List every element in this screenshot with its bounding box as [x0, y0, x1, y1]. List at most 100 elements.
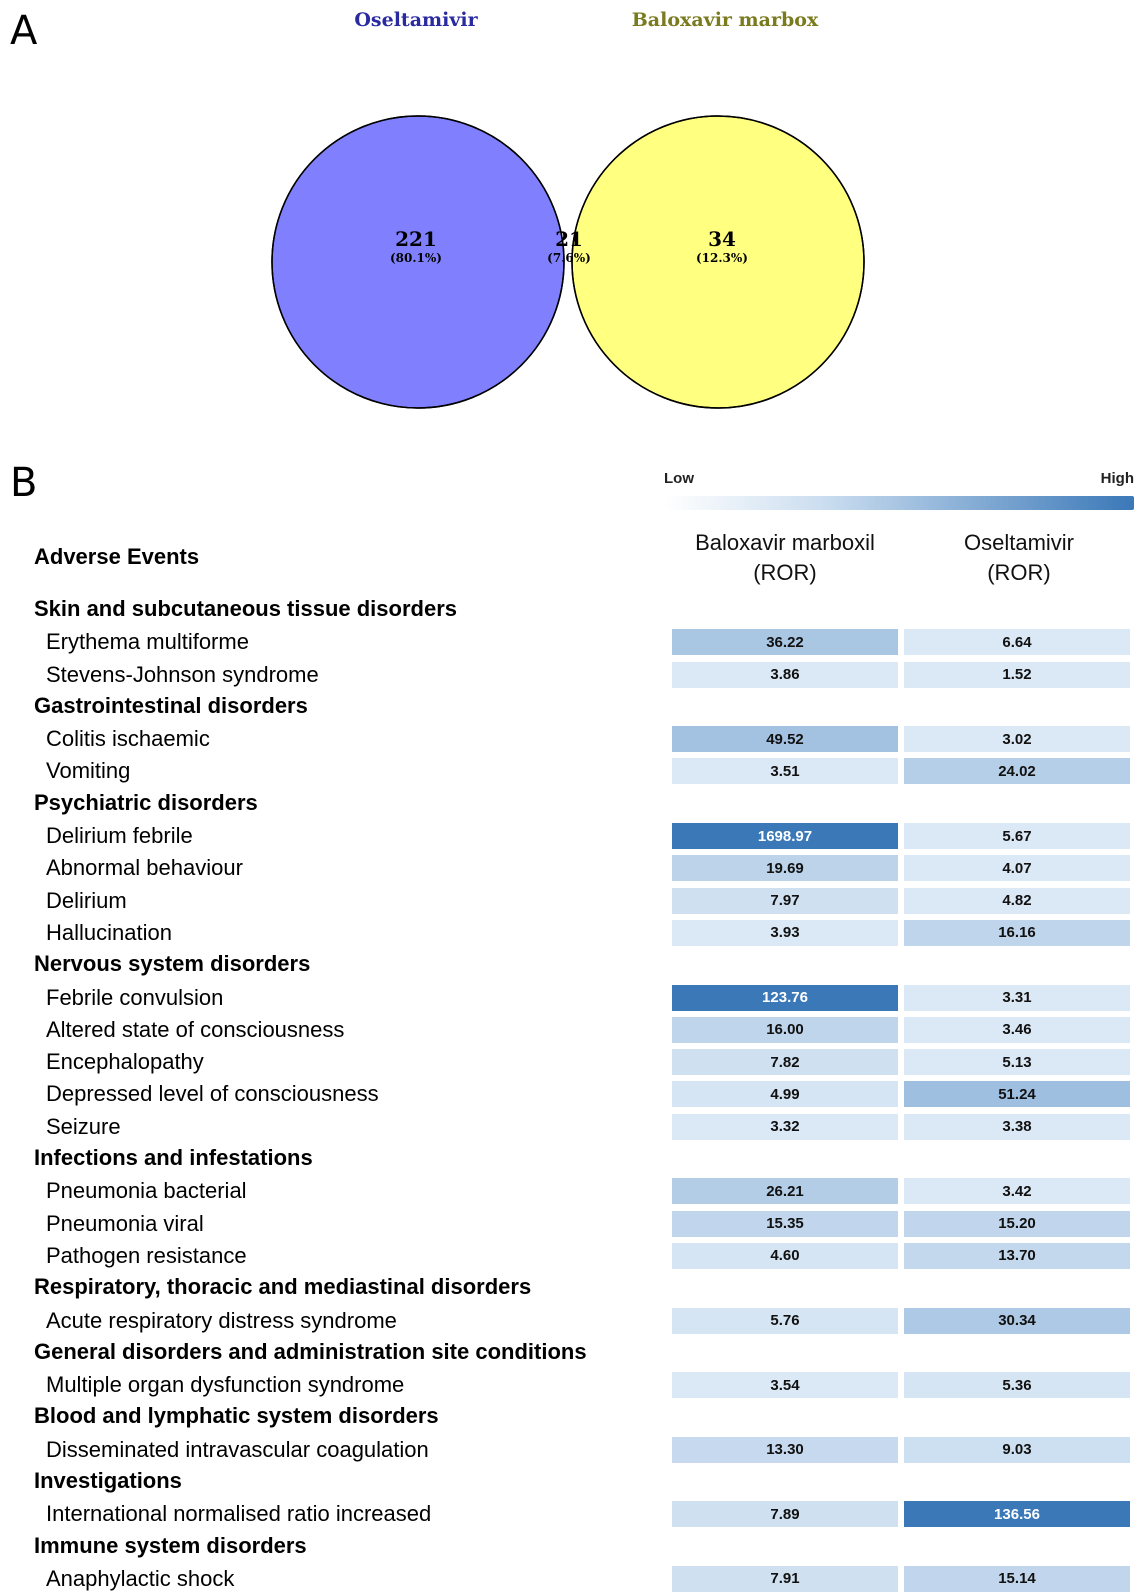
table-row: Delirium 7.97 4.82 — [0, 885, 1136, 917]
event-label: Hallucination — [46, 919, 172, 945]
event-label: Altered state of consciousness — [46, 1016, 345, 1042]
venn-right-outline — [571, 115, 865, 409]
ror-cell-baloxavir: 7.91 — [672, 1565, 898, 1592]
table-row: Erythema multiforme 36.22 6.64 — [0, 626, 1136, 658]
ror-cell-oseltamivir: 30.34 — [904, 1307, 1130, 1334]
column-header-baloxavir: Baloxavir marboxil (ROR) — [670, 528, 900, 588]
ror-cell-baloxavir: 36.22 — [672, 629, 898, 656]
table-row: Pathogen resistance 4.60 13.70 — [0, 1240, 1136, 1272]
venn-count-baloxavir: 34 — [708, 227, 736, 251]
table-row: International normalised ratio increased… — [0, 1498, 1136, 1530]
panel-a-letter: A — [10, 8, 38, 54]
event-label: Disseminated intravascular coagulation — [46, 1436, 429, 1462]
legend-high-label: High — [1100, 470, 1134, 487]
ror-cell-baloxavir: 1698.97 — [672, 823, 898, 850]
ror-cell-baloxavir: 49.52 — [672, 726, 898, 753]
table-row: Acute respiratory distress syndrome 5.76 3… — [0, 1305, 1136, 1337]
category-label: Infections and infestations — [34, 1145, 313, 1171]
event-label: Pneumonia viral — [46, 1210, 204, 1236]
ror-cell-baloxavir: 5.76 — [672, 1307, 898, 1334]
ror-cell-baloxavir: 123.76 — [672, 984, 898, 1011]
ror-cell-oseltamivir: 51.24 — [904, 1081, 1130, 1108]
ror-cell-baloxavir: 3.86 — [672, 661, 898, 688]
ror-cell-oseltamivir: 6.64 — [904, 629, 1130, 656]
panel-b-letter: B — [10, 460, 38, 506]
table-row: Stevens-Johnson syndrome 3.86 1.52 — [0, 659, 1136, 691]
venn-left-outline — [271, 115, 565, 409]
ror-cell-baloxavir: 3.93 — [672, 919, 898, 946]
ror-cell-oseltamivir: 9.03 — [904, 1436, 1130, 1463]
ror-cell-oseltamivir: 24.02 — [904, 758, 1130, 785]
column-header-oseltamivir-name: Oseltamivir — [963, 530, 1074, 555]
ror-cell-baloxavir: 7.89 — [672, 1501, 898, 1528]
ror-cell-oseltamivir: 5.13 — [904, 1049, 1130, 1076]
event-label: Anaphylactic shock — [46, 1565, 235, 1591]
ror-cell-baloxavir: 3.32 — [672, 1113, 898, 1140]
category-row: Immune system disorders — [0, 1531, 1136, 1563]
ror-cell-baloxavir: 19.69 — [672, 855, 898, 882]
event-label: Pneumonia bacterial — [46, 1178, 247, 1204]
ror-cell-baloxavir: 7.97 — [672, 887, 898, 914]
category-row: Skin and subcutaneous tissue disorders — [0, 594, 1136, 626]
category-row: Blood and lymphatic system disorders — [0, 1401, 1136, 1433]
category-row: Gastrointestinal disorders — [0, 691, 1136, 723]
category-label: Immune system disorders — [34, 1532, 307, 1558]
column-header-baloxavir-name: Baloxavir marboxil — [695, 530, 875, 555]
category-label: Nervous system disorders — [34, 951, 311, 977]
ror-cell-oseltamivir: 13.70 — [904, 1242, 1130, 1269]
table-row: Disseminated intravascular coagulation 13… — [0, 1434, 1136, 1466]
table-row: Anaphylactic shock 7.91 15.14 — [0, 1563, 1136, 1595]
ror-cell-oseltamivir: 3.46 — [904, 1016, 1130, 1043]
event-label: Erythema multiforme — [46, 629, 249, 655]
venn-diagram: Oseltamivir Baloxavir marbox 221 (80.1%)… — [271, 9, 865, 409]
table-row: Multiple organ dysfunction syndrome 3.54 5… — [0, 1369, 1136, 1401]
category-row: Investigations — [0, 1466, 1136, 1498]
table-row: Febrile convulsion 123.76 3.31 — [0, 982, 1136, 1014]
venn-percent-intersection: (7.6%) — [547, 251, 591, 265]
category-row: Respiratory, thoracic and mediastinal di… — [0, 1272, 1136, 1304]
heatmap-legend: Low High — [664, 470, 1134, 510]
heatmap-table: Skin and subcutaneous tissue disorders Er… — [0, 594, 1136, 1595]
table-row: Vomiting 3.51 24.02 — [0, 755, 1136, 787]
venn-count-oseltamivir: 221 — [395, 227, 437, 251]
column-header-oseltamivir: Oseltamivir (ROR) — [904, 528, 1134, 588]
table-row: Abnormal behaviour 19.69 4.07 — [0, 852, 1136, 884]
table-row: Pneumonia viral 15.35 15.20 — [0, 1208, 1136, 1240]
event-label: International normalised ratio increased — [46, 1501, 432, 1527]
event-label: Abnormal behaviour — [46, 855, 243, 881]
category-row: General disorders and administration sit… — [0, 1337, 1136, 1369]
ror-cell-baloxavir: 7.82 — [672, 1049, 898, 1076]
category-label: Skin and subcutaneous tissue disorders — [34, 596, 457, 621]
venn-set-label-baloxavir: Baloxavir marbox — [632, 9, 819, 31]
ror-cell-oseltamivir: 3.31 — [904, 984, 1130, 1011]
ror-cell-baloxavir: 3.51 — [672, 758, 898, 785]
table-row: Hallucination 3.93 16.16 — [0, 917, 1136, 949]
ror-cell-baloxavir: 4.99 — [672, 1081, 898, 1108]
table-row: Pneumonia bacterial 26.21 3.42 — [0, 1175, 1136, 1207]
category-label: Gastrointestinal disorders — [34, 692, 308, 718]
ror-cell-oseltamivir: 4.07 — [904, 855, 1130, 882]
category-row: Nervous system disorders — [0, 949, 1136, 981]
event-label: Acute respiratory distress syndrome — [46, 1307, 397, 1333]
column-header-oseltamivir-unit: (ROR) — [987, 560, 1051, 585]
category-label: General disorders and administration sit… — [34, 1338, 587, 1364]
legend-gradient-bar — [664, 496, 1134, 510]
event-label: Stevens-Johnson syndrome — [46, 661, 319, 687]
category-row: Psychiatric disorders — [0, 788, 1136, 820]
ror-cell-oseltamivir: 3.38 — [904, 1113, 1130, 1140]
ror-cell-oseltamivir: 1.52 — [904, 661, 1130, 688]
legend-low-label: Low — [664, 470, 694, 487]
category-label: Respiratory, thoracic and mediastinal di… — [34, 1274, 532, 1300]
ror-cell-baloxavir: 15.35 — [672, 1210, 898, 1237]
ror-cell-baloxavir: 4.60 — [672, 1242, 898, 1269]
event-label: Multiple organ dysfunction syndrome — [46, 1372, 405, 1398]
ror-cell-baloxavir: 3.54 — [672, 1372, 898, 1399]
event-label: Seizure — [46, 1113, 121, 1139]
venn-percent-baloxavir: (12.3%) — [696, 251, 748, 265]
event-label: Depressed level of consciousness — [46, 1081, 379, 1107]
event-label: Delirium — [46, 887, 127, 913]
ror-cell-oseltamivir: 3.02 — [904, 726, 1130, 753]
table-row: Seizure 3.32 3.38 — [0, 1111, 1136, 1143]
event-label: Vomiting — [46, 758, 131, 784]
event-label: Febrile convulsion — [46, 984, 224, 1010]
